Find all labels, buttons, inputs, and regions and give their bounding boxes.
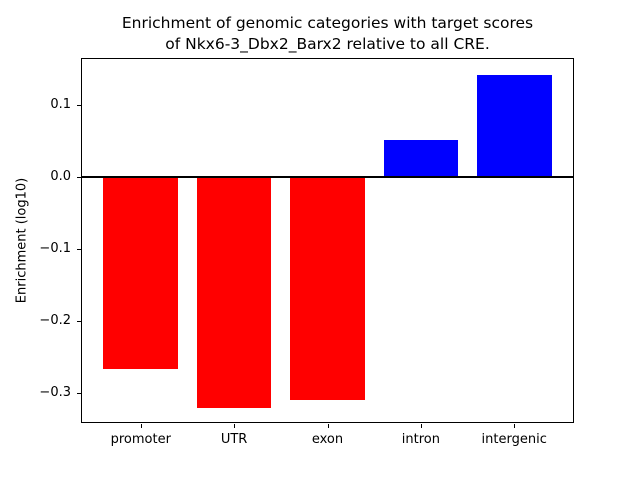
bar-intergenic: [476, 74, 552, 177]
y-tick-label: 0.1: [50, 96, 71, 112]
x-tick-mark: [327, 424, 329, 428]
y-tick-label: −0.2: [39, 313, 71, 329]
x-tick-mark: [514, 424, 516, 428]
bar-exon: [290, 177, 365, 400]
zero-line: [81, 176, 574, 178]
x-tick-mark: [234, 424, 236, 428]
y-tick-mark: [77, 104, 81, 106]
y-tick-label: −0.1: [39, 241, 71, 257]
x-tick-label-intron: intron: [401, 432, 440, 447]
y-tick-mark: [77, 321, 81, 323]
y-tick-mark: [77, 393, 81, 395]
chart-title: Enrichment of genomic categories with ta…: [121, 14, 534, 53]
x-tick-label-UTR: UTR: [220, 432, 248, 447]
x-tick-label-intergenic: intergenic: [481, 432, 547, 447]
x-tick-mark: [420, 424, 422, 428]
plot-area: [81, 58, 574, 423]
y-tick-label: −0.3: [39, 385, 71, 401]
bar-UTR: [196, 177, 272, 408]
x-tick-label-exon: exon: [311, 432, 344, 447]
x-tick-label-promoter: promoter: [110, 432, 171, 447]
bar-intron: [383, 139, 459, 177]
bar-promoter: [103, 177, 179, 369]
y-tick-mark: [77, 249, 81, 251]
y-tick-mark: [77, 177, 81, 178]
x-tick-mark: [140, 424, 142, 428]
y-tick-label: 0.0: [50, 169, 71, 184]
